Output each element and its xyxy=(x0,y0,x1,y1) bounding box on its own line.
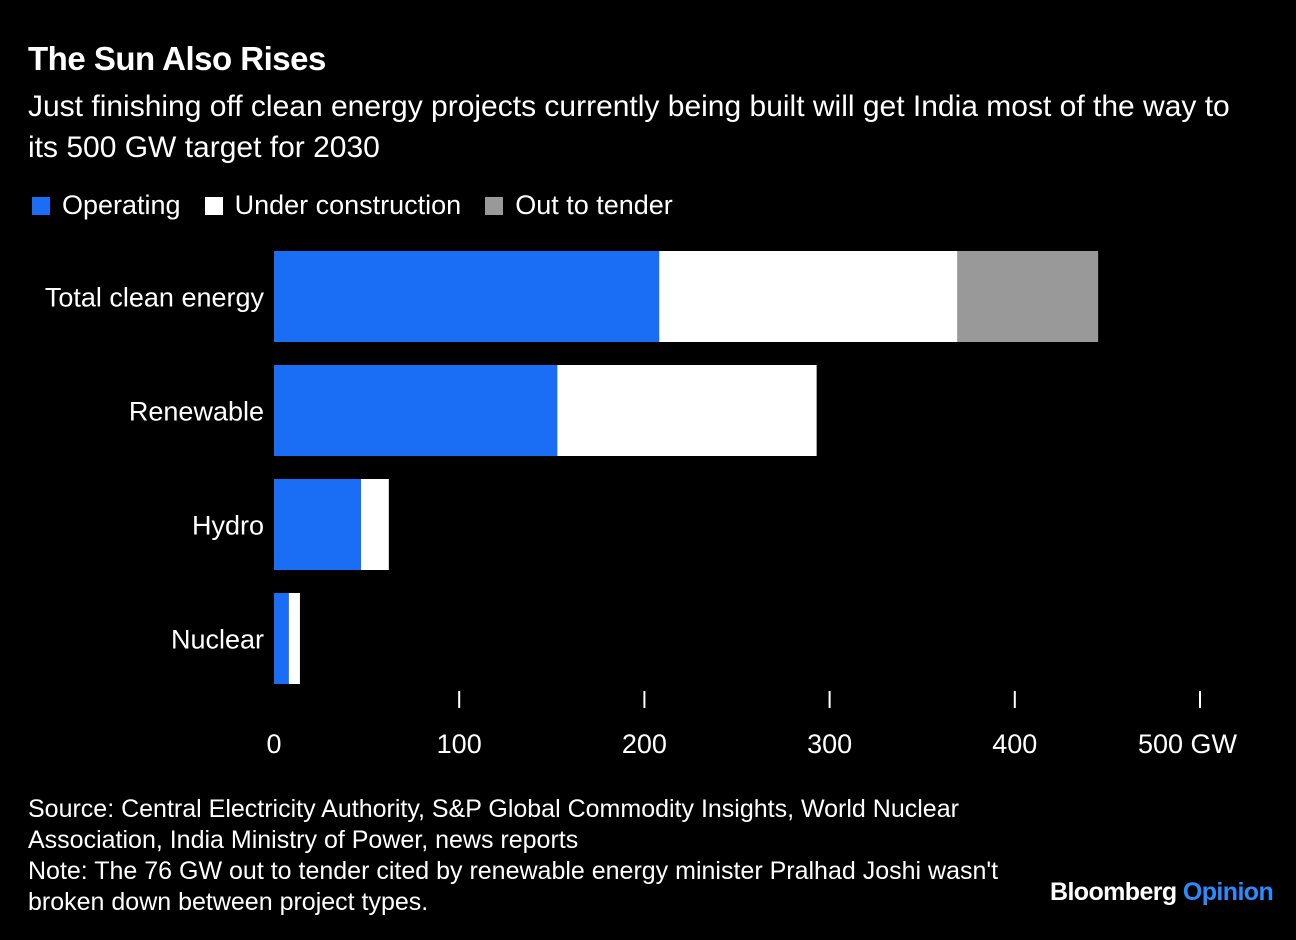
legend-item-operating: Operating xyxy=(32,190,181,221)
category-label-nuclear: Nuclear xyxy=(171,625,264,655)
legend-label-operating: Operating xyxy=(62,190,181,220)
footnote: Note: The 76 GW out to tender cited by r… xyxy=(28,857,999,916)
footer: Source: Central Electricity Authority, S… xyxy=(28,794,1028,918)
category-label-renewable: Renewable xyxy=(129,397,264,427)
x-tick-label-500: 500 GW xyxy=(1138,729,1238,759)
brand-name: Bloomberg xyxy=(1050,878,1177,906)
x-tick-label-100: 100 xyxy=(437,729,482,759)
bar-total-clean-energy-operating xyxy=(274,251,660,342)
bar-nuclear-under-construction xyxy=(288,593,300,684)
x-tick-label-400: 400 xyxy=(992,729,1037,759)
legend-swatch-under-construction xyxy=(204,196,223,215)
legend-item-out-to-tender: Out to tender xyxy=(485,190,673,221)
brand-suffix: Opinion xyxy=(1182,878,1274,906)
x-tick-label-200: 200 xyxy=(622,729,667,759)
legend: Operating Under construction Out to tend… xyxy=(32,190,697,221)
bloomberg-opinion-logo: Bloomberg Opinion xyxy=(1050,878,1274,907)
source-note: Source: Central Electricity Authority, S… xyxy=(28,795,959,854)
bar-renewable-operating xyxy=(274,365,558,456)
category-label-total-clean-energy: Total clean energy xyxy=(45,283,265,313)
legend-swatch-out-to-tender xyxy=(485,196,504,215)
legend-label-out-to-tender: Out to tender xyxy=(515,190,673,220)
x-tick-label-0: 0 xyxy=(266,729,281,759)
chart-title: The Sun Also Rises xyxy=(28,40,326,77)
bar-chart: Total clean energy Renewable Hydro Nuclear 0… xyxy=(45,251,1238,759)
bar-hydro-operating xyxy=(274,479,362,570)
chart-subtitle: Just finishing off clean energy projects… xyxy=(28,90,1230,164)
bar-renewable-under-construction xyxy=(557,365,817,456)
bar-hydro-under-construction xyxy=(361,479,389,570)
legend-swatch-operating xyxy=(32,196,50,215)
x-tick-label-300: 300 xyxy=(807,729,852,759)
legend-item-under-construction: Under construction xyxy=(204,190,462,221)
bar-nuclear-operating xyxy=(274,593,289,684)
bar-total-clean-energy-out-to-tender xyxy=(957,251,1099,342)
category-label-hydro: Hydro xyxy=(192,511,264,541)
legend-label-under-construction: Under construction xyxy=(234,190,462,220)
bar-total-clean-energy-under-construction xyxy=(659,251,958,342)
